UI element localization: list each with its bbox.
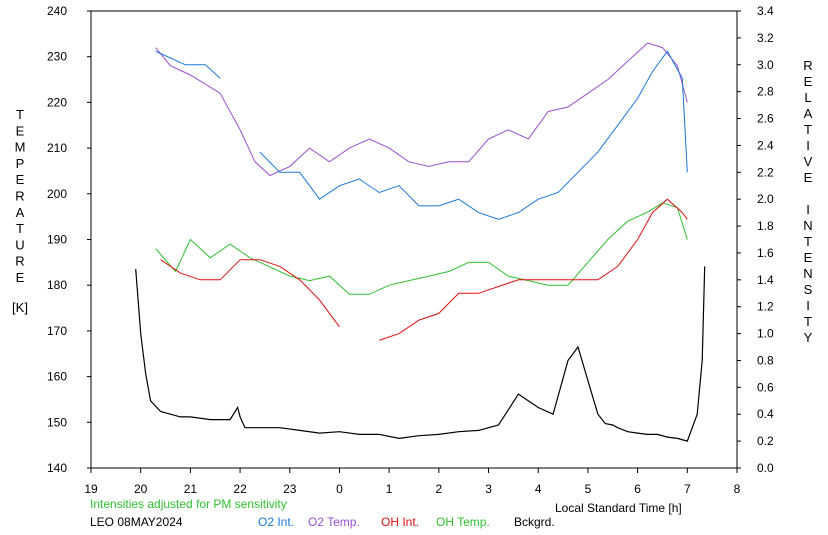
right-axis-letter: I <box>806 298 810 313</box>
left-axis-letter: P <box>16 156 25 171</box>
x-tick-label: 2 <box>436 482 443 496</box>
right-axis-letter: E <box>804 250 813 265</box>
right-axis-letter: T <box>804 234 812 249</box>
series-line-o2-temp <box>155 42 688 177</box>
right-tick-label: 1.6 <box>757 246 774 260</box>
left-tick-label: 240 <box>47 4 67 18</box>
left-tick-label: 170 <box>47 324 67 338</box>
right-tick-label: 0.4 <box>757 407 774 421</box>
sensitivity-note: Intensities adjusted for PM sensitivity <box>90 497 287 511</box>
right-axis-letter: I <box>806 138 810 153</box>
x-tick-label: 8 <box>734 482 741 496</box>
x-tick-label: 4 <box>535 482 542 496</box>
x-tick-label: 6 <box>634 482 641 496</box>
x-tick-label: 5 <box>585 482 592 496</box>
x-tick-label: 20 <box>134 482 148 496</box>
left-tick-label: 150 <box>47 415 67 429</box>
left-tick-label: 180 <box>47 278 67 292</box>
legend-oh-int: OH Int. <box>381 515 420 529</box>
right-tick-label: 1.2 <box>757 300 774 314</box>
right-tick-label: 2.8 <box>757 85 774 99</box>
right-tick-label: 2.2 <box>757 165 774 179</box>
left-tick-label: 160 <box>47 370 67 384</box>
right-tick-label: 2.6 <box>757 112 774 126</box>
station-date: LEO 08MAY2024 <box>90 515 183 529</box>
left-axis-letter: E <box>16 172 25 187</box>
left-axis-letter: U <box>15 237 24 252</box>
left-axis-letter: E <box>16 270 25 285</box>
left-tick-label: 230 <box>47 50 67 64</box>
right-tick-label: 3.0 <box>757 58 774 72</box>
right-tick-label: 2.4 <box>757 138 774 152</box>
left-axis-letter: E <box>16 123 25 138</box>
right-tick-label: 0.8 <box>757 353 774 367</box>
series-line-oh-temp <box>155 202 688 295</box>
left-tick-label: 140 <box>47 461 67 475</box>
left-axis-letter: A <box>16 205 25 220</box>
right-axis-letter: N <box>803 218 812 233</box>
right-tick-label: 1.4 <box>757 273 774 287</box>
right-tick-label: 1.0 <box>757 327 774 341</box>
legend-bckgrd: Bckgrd. <box>514 515 555 529</box>
legend-o2-int: O2 Int. <box>258 515 295 529</box>
x-tick-label: 21 <box>184 482 198 496</box>
x-tick-label: 19 <box>84 482 98 496</box>
right-axis-letter: I <box>806 202 810 217</box>
x-axis-label: Local Standard Time [h] <box>555 501 682 515</box>
right-axis-letter: V <box>804 154 813 169</box>
axes-layer: 1401501601701801902002102202302400.00.20… <box>12 4 813 496</box>
series-line-bckgrd <box>135 266 706 442</box>
right-tick-label: 0.2 <box>757 434 774 448</box>
right-axis-letter: T <box>804 314 812 329</box>
x-tick-label: 3 <box>485 482 492 496</box>
x-tick-label: 23 <box>283 482 297 496</box>
x-tick-label: 1 <box>386 482 393 496</box>
left-tick-label: 220 <box>47 95 67 109</box>
right-tick-label: 0.6 <box>757 380 774 394</box>
right-tick-label: 3.2 <box>757 31 774 45</box>
left-axis-letter: R <box>15 189 24 204</box>
legend-oh-temp: OH Temp. <box>436 515 490 529</box>
left-axis-letter: T <box>16 107 24 122</box>
right-axis-letter: E <box>804 74 813 89</box>
left-axis-letter: T <box>16 221 24 236</box>
left-tick-label: 190 <box>47 233 67 247</box>
right-axis-letter: A <box>804 106 813 121</box>
x-tick-label: 22 <box>233 482 247 496</box>
left-tick-label: 210 <box>47 141 67 155</box>
right-axis-letter: R <box>803 58 812 73</box>
right-tick-label: 0.0 <box>757 461 774 475</box>
left-tick-label: 200 <box>47 187 67 201</box>
right-axis-letter: Y <box>804 330 813 345</box>
right-tick-label: 1.8 <box>757 219 774 233</box>
x-tick-label: 7 <box>684 482 691 496</box>
left-axis-letter: M <box>15 140 26 155</box>
legend-o2-temp: O2 Temp. <box>308 515 360 529</box>
left-axis-letter: R <box>15 254 24 269</box>
x-tick-label: 0 <box>336 482 343 496</box>
right-axis-letter: N <box>803 266 812 281</box>
series-line-oh-int <box>160 198 688 341</box>
right-axis-letter: L <box>804 90 811 105</box>
plot-frame <box>90 10 738 469</box>
right-axis-letter: T <box>804 122 812 137</box>
left-axis-unit: [K] <box>12 300 28 315</box>
series-line-o2-int <box>155 50 688 220</box>
series-layer <box>135 42 706 442</box>
right-tick-label: 3.4 <box>757 4 774 18</box>
right-axis-letter: S <box>804 282 813 297</box>
right-tick-label: 2.0 <box>757 192 774 206</box>
right-axis-letter: E <box>804 170 813 185</box>
